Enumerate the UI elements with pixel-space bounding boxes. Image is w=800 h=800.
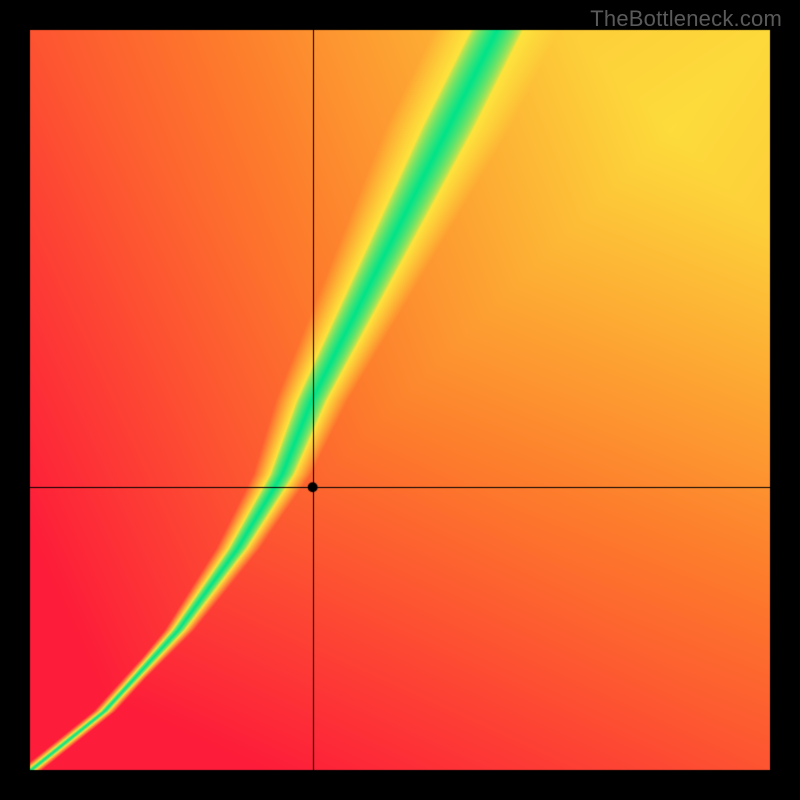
bottleneck-heatmap [0, 0, 800, 800]
watermark-text: TheBottleneck.com [590, 6, 782, 32]
